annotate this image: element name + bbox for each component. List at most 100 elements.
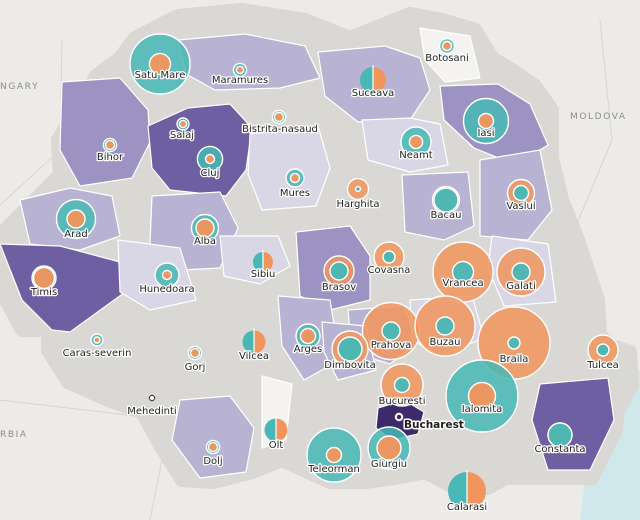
- symbol-botosani: [438, 37, 456, 55]
- symbol-circle-a: [204, 153, 216, 165]
- region-bihor: [59, 77, 151, 187]
- county-regions: [0, 27, 615, 479]
- label-arad: Arad: [64, 229, 87, 240]
- symbol-teleorman: [306, 427, 362, 483]
- label-constanta: Constanta: [534, 444, 585, 455]
- symbol-hunedoara: [154, 262, 180, 288]
- label-salaj: Salaj: [170, 130, 194, 141]
- symbol-covasna: [373, 241, 405, 273]
- symbol-iasi: [462, 97, 510, 145]
- symbol-vaslui: [506, 178, 536, 208]
- label-botosani: Botosani: [425, 53, 468, 64]
- label-cluj: Cluj: [201, 168, 220, 179]
- label-buzau: Buzau: [430, 337, 461, 348]
- label-gorj: Gorj: [185, 362, 206, 373]
- symbol-dolj: [205, 439, 221, 455]
- symbol-bacau: [431, 185, 461, 215]
- symbol-circle-a: [273, 111, 285, 123]
- symbol-ialomita: [445, 359, 519, 433]
- label-suceava: Suceava: [352, 88, 395, 99]
- capital-label: Bucharest: [404, 419, 464, 431]
- symbol-half-a: [264, 418, 276, 442]
- symbol-circle-a: [178, 119, 188, 129]
- symbol-arad: [55, 198, 97, 240]
- neighbor-label-moldova: MOLDOVA: [570, 112, 627, 122]
- symbol-circle-a: [32, 266, 56, 290]
- symbol-suceava: [360, 65, 386, 95]
- symbol-circle-b: [381, 321, 401, 341]
- symbol-galati: [496, 247, 546, 297]
- symbol-circle-a: [235, 65, 245, 75]
- symbol-circle-a: [289, 172, 301, 184]
- symbol-circle-a: [189, 347, 201, 359]
- symbol-circle-a: [408, 134, 424, 150]
- region-constanta: [531, 377, 615, 471]
- symbol-circle-b: [547, 422, 573, 448]
- symbol-circle-a: [66, 209, 86, 229]
- symbol-buzau: [414, 295, 476, 357]
- label-bihor: Bihor: [97, 152, 124, 163]
- symbol-braila: [477, 306, 551, 380]
- label-olt: Olt: [269, 440, 284, 451]
- symbol-neamt: [400, 126, 432, 158]
- label-brasov: Brasov: [322, 282, 356, 293]
- symbol-cluj: [196, 145, 224, 173]
- label-mures: Mures: [280, 188, 310, 199]
- symbol-circle-a: [477, 112, 495, 130]
- symbol-harghita: [346, 177, 370, 201]
- label-dolj: Dolj: [203, 456, 222, 467]
- symbol-circle-a: [161, 269, 173, 281]
- symbol-circle-b: [596, 343, 610, 357]
- neighbor-label-hungary: NGARY: [0, 82, 39, 92]
- symbol-circle-b: [511, 262, 531, 282]
- label-vrancea: Vrancea: [442, 278, 483, 289]
- region-mures: [247, 125, 331, 211]
- label-timis: Timis: [30, 287, 57, 298]
- symbol-circle-b: [382, 250, 396, 264]
- county-symbols: [31, 33, 619, 512]
- region-maramures: [177, 33, 321, 91]
- symbol-circle-b: [329, 261, 349, 281]
- symbol-vrancea: [432, 241, 494, 303]
- symbol-half-b: [276, 418, 288, 442]
- label-mehedinti: Mehedinti: [127, 406, 176, 417]
- symbol-mehedinti: [148, 394, 156, 402]
- label-tulcea: Tulcea: [586, 360, 618, 371]
- label-iasi: Iasi: [477, 128, 494, 139]
- label-bucuresti: Bucuresti: [379, 396, 426, 407]
- label-braila: Braila: [500, 354, 529, 365]
- symbol-circle-a: [104, 139, 116, 151]
- label-sibiu: Sibiu: [251, 269, 276, 280]
- symbol-brasov: [323, 255, 355, 287]
- symbol-circle-a: [207, 441, 219, 453]
- label-calarasi: Calarasi: [447, 502, 487, 513]
- label-maramures: Maramures: [212, 75, 268, 86]
- label-satu-mare: Satu Mare: [135, 70, 186, 81]
- symbol-half-a: [242, 330, 254, 354]
- symbol-prahova: [361, 301, 421, 361]
- symbol-calarasi: [448, 470, 486, 512]
- symbol-circle-b: [393, 376, 411, 394]
- symbol-arges: [295, 323, 321, 349]
- symbol-circle-a: [441, 40, 453, 52]
- symbol-bucuresti: [380, 363, 424, 407]
- region-timis: [0, 243, 129, 333]
- symbol-circle-a: [299, 327, 317, 345]
- symbol-circle-a: [376, 435, 402, 461]
- symbol-circle-b: [512, 184, 530, 202]
- region-cluj: [147, 103, 253, 197]
- symbol-half-b: [373, 67, 386, 93]
- county-labels: Satu Mare Maramures Botosani Suceava Salaj Bi…: [29, 52, 620, 515]
- label-harghita: Harghita: [336, 199, 379, 210]
- symbol-circle-a: [325, 446, 343, 464]
- label-neamt: Neamt: [399, 150, 433, 161]
- symbol-half-a: [253, 252, 263, 272]
- symbol-sibiu: [253, 250, 273, 274]
- symbol-half-a: [448, 472, 467, 510]
- symbol-dimbovita: [331, 330, 369, 368]
- label-bistrita-nasaud: Bistrita-nasaud: [242, 124, 318, 135]
- symbol-caras-severin: [90, 333, 104, 347]
- symbol-giurgiu: [367, 426, 411, 470]
- symbol-circle-b: [354, 185, 362, 193]
